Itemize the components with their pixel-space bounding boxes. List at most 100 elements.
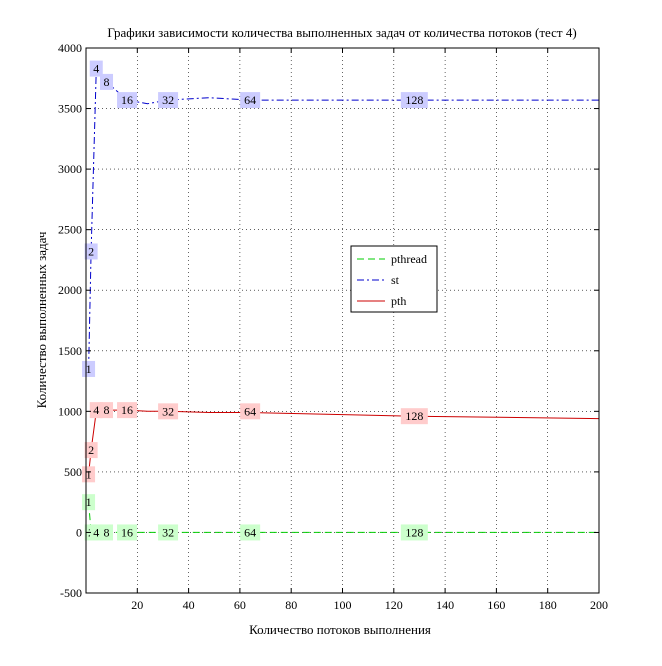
data-label-bg	[158, 92, 179, 109]
data-labels-layer: 124816326412812481632641281248163264128	[82, 60, 428, 541]
legend-label-pth: pth	[391, 294, 406, 308]
y-tick-label: 4000	[58, 41, 82, 55]
data-label-bg	[400, 92, 428, 109]
data-label-st: 128	[400, 92, 428, 109]
series-line-st	[88, 67, 599, 369]
data-label-st: 16	[117, 92, 138, 109]
data-label-pth: 2	[84, 442, 98, 459]
data-label-text: 32	[162, 525, 174, 539]
data-label-bg	[82, 360, 96, 377]
data-label-text: 8	[104, 403, 110, 417]
data-label-pthread: 1	[82, 494, 96, 511]
y-tick-label: 2000	[58, 283, 82, 297]
data-label-bg	[400, 524, 428, 541]
x-tick-label: 20	[131, 598, 143, 612]
x-tick-label: 160	[487, 598, 505, 612]
data-label-bg	[89, 60, 103, 77]
x-tick-label: 80	[285, 598, 297, 612]
data-label-pth: 1	[82, 466, 96, 483]
data-label-pthread: 64	[240, 524, 261, 541]
data-label-text: 64	[244, 93, 256, 107]
y-tick-label: 1000	[58, 404, 82, 418]
data-label-text: 1	[86, 495, 92, 509]
data-label-text: 8	[104, 75, 110, 89]
data-label-pth: 8	[100, 402, 114, 419]
axis-ticks: 20 40 60 80 100 120 140 160 180 200 -500 0 500 1000 15…	[58, 41, 608, 612]
data-label-bg	[117, 524, 138, 541]
data-label-bg	[117, 92, 138, 109]
data-label-bg	[158, 403, 179, 420]
data-label-text: 4	[93, 403, 99, 417]
data-label-text: 8	[104, 525, 110, 539]
data-label-text: 4	[93, 62, 99, 76]
data-label-text: 2	[88, 443, 94, 457]
data-label-text: 4	[93, 525, 99, 539]
x-tick-label: 60	[234, 598, 246, 612]
y-tick-label: 2500	[58, 223, 82, 237]
data-label-bg	[89, 524, 103, 541]
y-tick-label: -500	[60, 586, 82, 600]
data-label-bg	[100, 73, 114, 90]
y-tick-label: 500	[64, 465, 82, 479]
data-label-pthread: 128	[400, 524, 428, 541]
data-label-text: 16	[121, 525, 133, 539]
x-tick-label: 200	[590, 598, 608, 612]
data-label-text: 1	[86, 467, 92, 481]
data-label-pth: 4	[89, 402, 103, 419]
chart-title: Графики зависимости количества выполненн…	[107, 25, 576, 40]
data-label-st: 1	[82, 360, 96, 377]
data-label-text: 16	[121, 403, 133, 417]
data-label-pth: 128	[400, 408, 428, 425]
data-label-text: 128	[405, 525, 423, 539]
data-label-pth: 32	[158, 403, 179, 420]
data-label-pthread: 8	[100, 524, 114, 541]
y-tick-label: 1500	[58, 344, 82, 358]
y-tick-label: 3000	[58, 162, 82, 176]
data-label-text: 32	[162, 404, 174, 418]
data-label-pthread: 16	[117, 524, 138, 541]
data-label-text: 16	[121, 93, 133, 107]
data-label-text: 32	[162, 93, 174, 107]
data-label-st: 64	[240, 92, 261, 109]
series-layer	[88, 67, 600, 533]
data-label-bg	[89, 402, 103, 419]
data-label-bg	[82, 494, 96, 511]
data-label-st: 8	[100, 73, 114, 90]
data-label-bg	[100, 524, 114, 541]
legend-label-st: st	[391, 273, 400, 287]
x-tick-label: 120	[385, 598, 403, 612]
data-label-bg	[84, 243, 98, 260]
data-label-bg	[82, 466, 96, 483]
data-label-bg	[240, 403, 261, 420]
data-label-bg	[240, 92, 261, 109]
legend-label-pthread: pthread	[391, 252, 427, 266]
data-label-bg	[117, 402, 138, 419]
y-tick-label: 0	[76, 525, 82, 539]
y-tick-label: 3500	[58, 102, 82, 116]
data-label-bg	[400, 408, 428, 425]
data-label-text: 1	[86, 362, 92, 376]
data-label-bg	[84, 442, 98, 459]
data-label-pth: 64	[240, 403, 261, 420]
x-tick-label: 180	[539, 598, 557, 612]
data-label-text: 2	[88, 244, 94, 258]
x-tick-label: 40	[183, 598, 195, 612]
data-label-bg	[240, 524, 261, 541]
series-line-pth	[88, 409, 600, 475]
data-label-st: 4	[89, 60, 103, 77]
data-label-bg	[100, 402, 114, 419]
data-label-text: 128	[405, 93, 423, 107]
data-label-text: 64	[244, 525, 256, 539]
data-label-pthread: 32	[158, 524, 179, 541]
y-axis-title: Количество выполненных задач	[34, 231, 49, 408]
data-label-pth: 16	[117, 402, 138, 419]
data-label-st: 32	[158, 92, 179, 109]
data-label-text: 64	[244, 404, 256, 418]
grid-lines	[86, 48, 599, 593]
x-tick-label: 100	[334, 598, 352, 612]
legend: pthread st pth	[350, 245, 438, 313]
x-axis-title: Количество потоков выполнения	[249, 622, 431, 637]
x-tick-label: 140	[436, 598, 454, 612]
data-label-bg	[158, 524, 179, 541]
